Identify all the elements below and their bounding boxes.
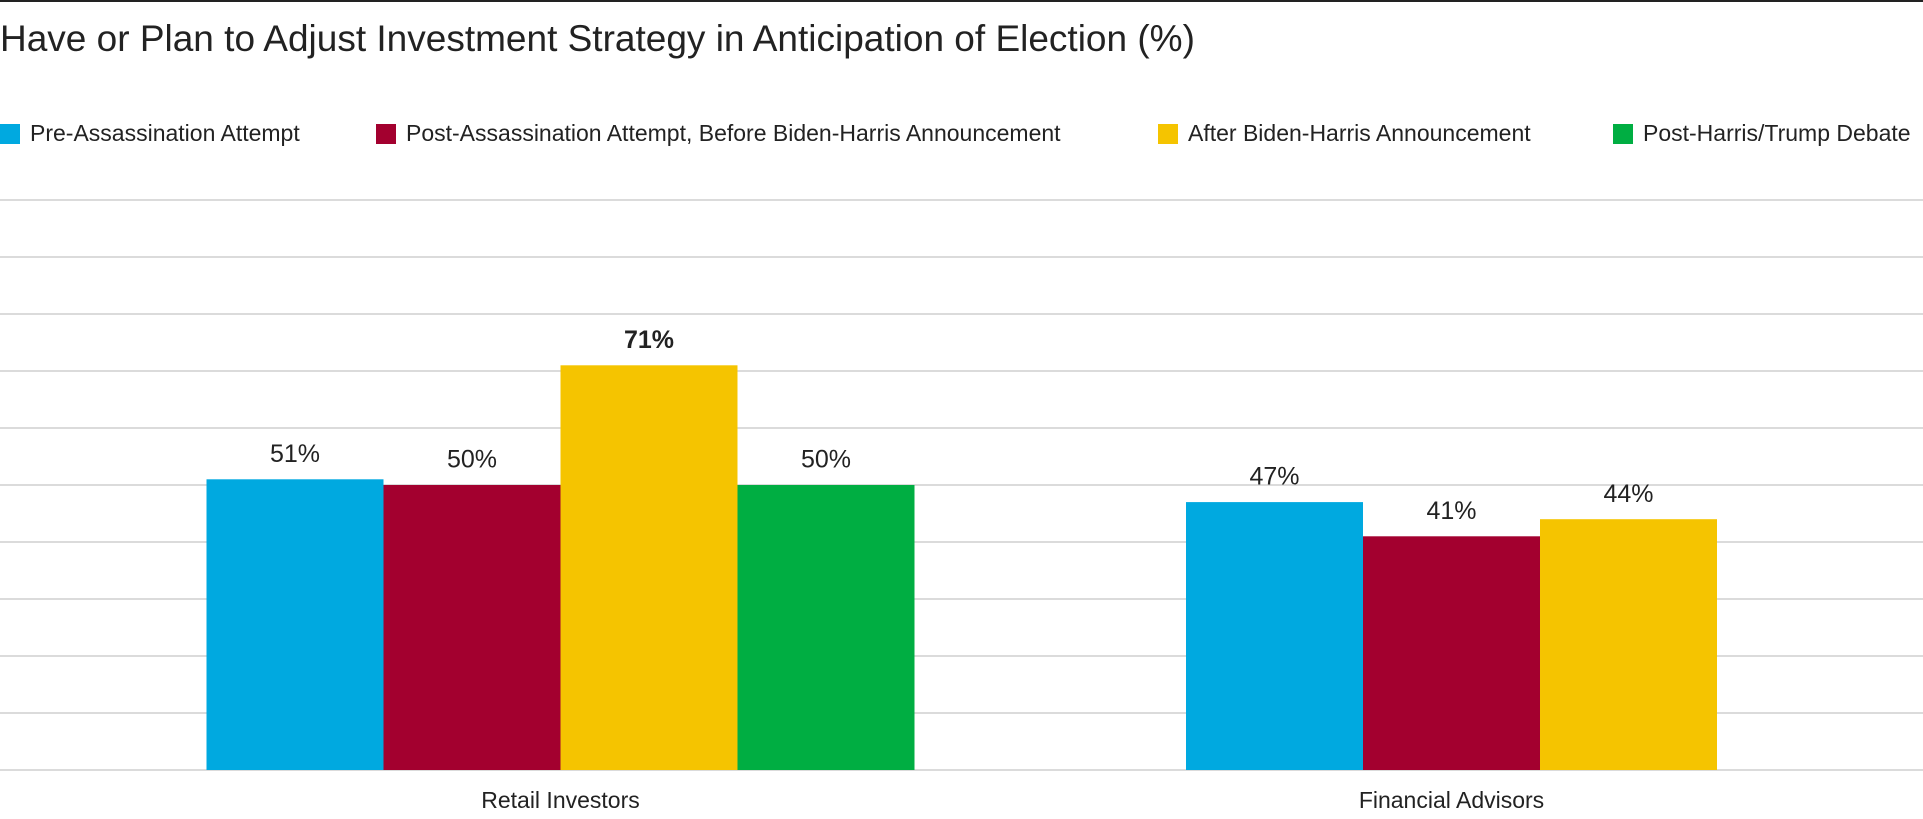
value-label: 71% — [624, 326, 674, 354]
bar — [1186, 502, 1363, 770]
x-tick-label: Retail Investors — [481, 787, 640, 813]
legend-swatch — [376, 124, 396, 144]
legend-swatch — [1613, 124, 1633, 144]
bar — [1363, 536, 1540, 770]
legend-label: Post-Assassination Attempt, Before Biden… — [406, 120, 1061, 146]
value-label: 44% — [1603, 480, 1653, 508]
value-label: 47% — [1249, 463, 1299, 491]
legend-label: Pre-Assassination Attempt — [30, 120, 300, 146]
value-label: 50% — [801, 446, 851, 474]
bar — [1540, 519, 1717, 770]
bar — [560, 365, 738, 770]
legend-swatch — [1158, 124, 1178, 144]
x-tick-label: Financial Advisors — [1359, 787, 1544, 813]
value-label: 51% — [270, 440, 320, 468]
legend-swatch — [0, 124, 20, 144]
bar — [383, 485, 561, 770]
value-label: 41% — [1426, 497, 1476, 525]
bar — [737, 485, 915, 770]
value-label: 50% — [447, 446, 497, 474]
legend-label: After Biden-Harris Announcement — [1188, 120, 1531, 146]
bar — [206, 479, 384, 770]
legend-label: Post-Harris/Trump Debate — [1643, 120, 1911, 146]
chart-title: Have or Plan to Adjust Investment Strate… — [0, 18, 1195, 59]
